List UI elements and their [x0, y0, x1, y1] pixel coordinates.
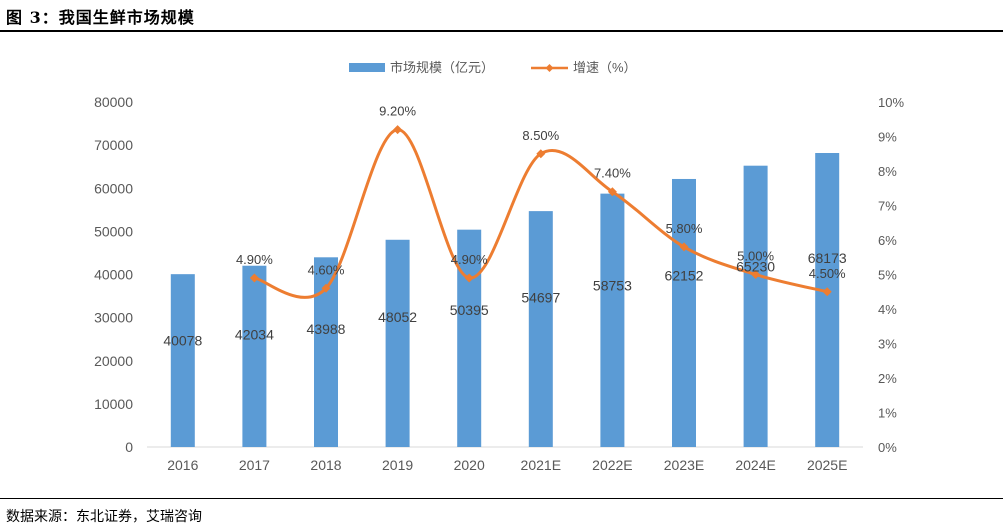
growth-value-label: 4.90%	[236, 252, 273, 267]
growth-value-label: 4.60%	[308, 262, 345, 277]
legend-line-marker	[545, 64, 554, 72]
x-tick-label: 2023E	[664, 457, 704, 473]
bar-value-label: 48052	[378, 309, 417, 325]
x-tick-label: 2016	[167, 457, 198, 473]
bar-value-label: 54697	[521, 290, 560, 306]
bar-series	[170, 153, 840, 448]
bottom-rule	[0, 498, 1003, 499]
bar-value-label: 50395	[450, 302, 489, 318]
y-left-tick-label: 60000	[94, 180, 133, 196]
growth-marker	[822, 287, 832, 297]
bar	[242, 265, 267, 447]
data-labels: 40078 42034 43988 48052 50395 54697 58753 62152…	[163, 104, 847, 349]
top-rule	[0, 30, 1003, 32]
bar	[385, 239, 410, 447]
growth-marker	[393, 125, 403, 135]
bar-value-label: 42034	[235, 327, 274, 343]
y-left-tick-label: 10000	[94, 396, 133, 412]
growth-value-label: 8.50%	[522, 128, 559, 143]
y-right-tick-label: 0%	[878, 440, 897, 455]
x-tick-label: 2025E	[807, 457, 847, 473]
bar	[528, 211, 553, 447]
x-tick-label: 2021E	[521, 457, 561, 473]
y-right-tick-label: 8%	[878, 164, 897, 179]
y-right-tick-label: 1%	[878, 406, 897, 421]
bar	[457, 229, 482, 447]
growth-marker	[607, 187, 617, 197]
growth-value-label: 4.50%	[809, 266, 846, 281]
axes: 0 10000 20000 30000 40000 50000 60000 70000 8000…	[94, 94, 904, 473]
growth-marker	[536, 149, 546, 159]
x-tick-label: 2018	[310, 457, 341, 473]
growth-value-label: 9.20%	[379, 104, 416, 119]
bar-value-label: 43988	[307, 321, 346, 337]
y-right-tick-label: 6%	[878, 233, 897, 248]
bar	[815, 153, 840, 447]
x-tick-label: 2022E	[592, 457, 632, 473]
y-right-tick-label: 3%	[878, 337, 897, 352]
growth-value-label: 4.90%	[451, 252, 488, 267]
bar-value-label: 40078	[163, 332, 202, 348]
growth-value-label: 5.80%	[666, 221, 703, 236]
bar	[170, 274, 195, 447]
y-left-tick-label: 80000	[94, 94, 133, 110]
y-left-tick-label: 0	[125, 439, 133, 455]
growth-value-label: 5.00%	[737, 249, 774, 264]
growth-line	[253, 128, 828, 299]
y-right-tick-label: 5%	[878, 268, 897, 283]
y-right-tick-label: 2%	[878, 371, 897, 386]
bar-value-label: 58753	[593, 278, 632, 294]
y-right-tick-label: 9%	[878, 130, 897, 145]
x-tick-label: 2020	[454, 457, 485, 473]
bar-value-label: 68173	[808, 250, 847, 266]
growth-marker	[679, 242, 689, 252]
bar	[743, 165, 768, 447]
y-left-tick-label: 40000	[94, 267, 133, 283]
growth-marker	[464, 273, 474, 283]
legend-line-label: 增速（%）	[573, 60, 637, 75]
legend-bar-label: 市场规模（亿元）	[390, 60, 494, 75]
bar	[672, 178, 696, 448]
growth-value-label: 7.40%	[594, 166, 631, 181]
y-right-tick-label: 7%	[878, 199, 897, 214]
bar-value-label: 62152	[665, 268, 704, 284]
bar	[600, 193, 625, 447]
y-left-tick-label: 70000	[94, 137, 133, 153]
y-left-tick-label: 20000	[94, 353, 133, 369]
growth-marker	[249, 273, 259, 283]
y-left-tick-label: 30000	[94, 310, 133, 326]
x-tick-label: 2017	[239, 457, 270, 473]
chart: 市场规模（亿元） 增速（%） 0 10000 20000 30000 40000 5000…	[94, 60, 904, 473]
source-note: 数据来源：东北证券，艾瑞咨询	[6, 509, 202, 525]
figure-title: 图 3：我国生鲜市场规模	[6, 8, 195, 27]
x-tick-label: 2024E	[735, 457, 775, 473]
y-right-tick-label: 4%	[878, 302, 897, 317]
growth-line-series	[249, 125, 832, 299]
x-tick-label: 2019	[382, 457, 413, 473]
bar-value-label: 65230	[736, 259, 775, 275]
y-left-tick-label: 50000	[94, 223, 133, 239]
y-right-tick-label: 10%	[878, 95, 904, 110]
legend: 市场规模（亿元） 增速（%）	[349, 60, 637, 75]
growth-marker	[321, 283, 331, 293]
legend-bar-swatch	[349, 63, 385, 72]
growth-marker	[751, 270, 761, 279]
